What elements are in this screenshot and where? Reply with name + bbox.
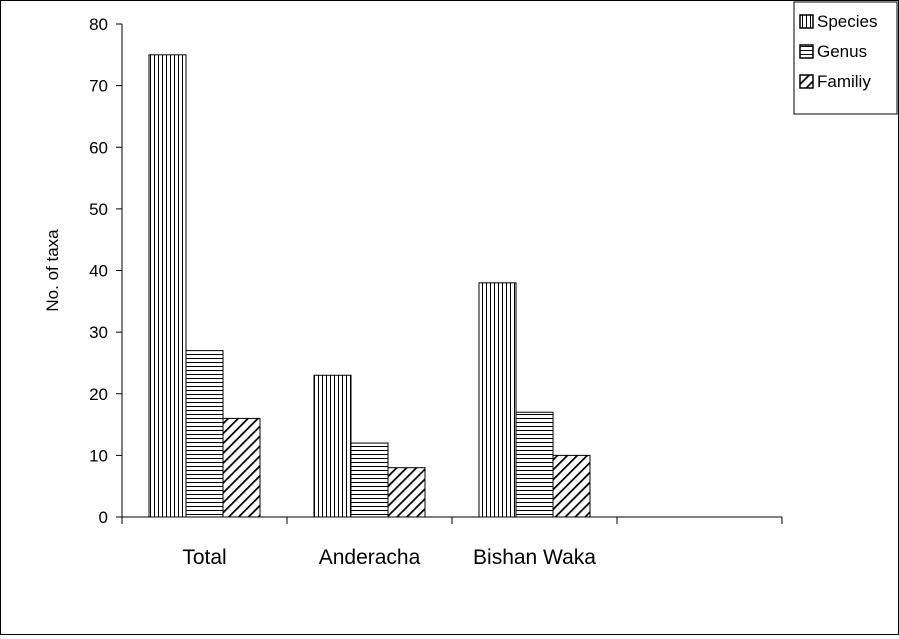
bar-species-bishan-waka bbox=[478, 282, 517, 518]
y-tick-label: 0 bbox=[99, 508, 108, 527]
y-tick-label: 40 bbox=[89, 262, 108, 281]
y-axis-title: No. of taxa bbox=[43, 229, 62, 312]
y-tick-label: 50 bbox=[89, 200, 108, 219]
axis-labels: 0 10 20 30 40 50 60 70 80 Total Anderacha Bishan Wa… bbox=[43, 15, 596, 569]
bar-familiy-total bbox=[222, 417, 261, 518]
bar-species-anderacha bbox=[313, 374, 352, 518]
y-tick-label: 10 bbox=[89, 446, 108, 465]
bar-genus-total bbox=[185, 350, 224, 518]
legend-label-genus: Genus bbox=[817, 42, 867, 61]
x-tick-label: Anderacha bbox=[319, 546, 421, 569]
legend-swatch-genus bbox=[799, 44, 814, 59]
legend-label-familiy: Familiy bbox=[817, 72, 871, 91]
y-tick-label: 80 bbox=[89, 15, 108, 34]
bar-familiy-bishan-waka bbox=[552, 454, 591, 518]
bar-familiy-anderacha bbox=[387, 467, 426, 518]
y-tick-label: 60 bbox=[89, 138, 108, 157]
bar-species-total bbox=[148, 54, 187, 518]
y-tick-label: 70 bbox=[89, 77, 108, 96]
legend-swatch-species bbox=[799, 14, 814, 29]
legend-swatch-familiy bbox=[799, 74, 814, 89]
y-tick-label: 30 bbox=[89, 323, 108, 342]
y-tick-label: 20 bbox=[89, 385, 108, 404]
x-tick-label: Total bbox=[182, 546, 226, 569]
legend-label-species: Species bbox=[817, 12, 877, 31]
x-tick-label: Bishan Waka bbox=[473, 546, 596, 569]
bars bbox=[148, 54, 591, 518]
bar-genus-anderacha bbox=[350, 442, 389, 518]
legend: Species Genus Familiy bbox=[793, 1, 898, 115]
bar-genus-bishan-waka bbox=[515, 411, 554, 518]
